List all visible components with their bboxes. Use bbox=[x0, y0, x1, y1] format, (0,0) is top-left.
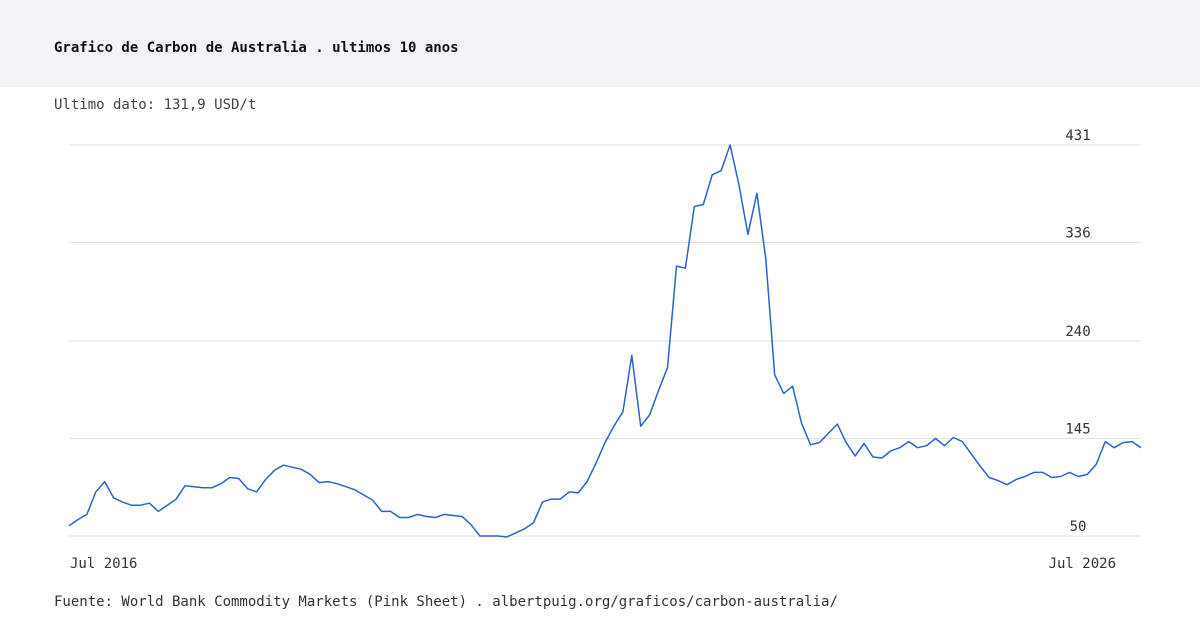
y-tick-label: 336 bbox=[1065, 225, 1090, 241]
x-tick-label-start: Jul 2016 bbox=[70, 556, 137, 572]
x-tick-label-end: Jul 2026 bbox=[1049, 556, 1116, 572]
series-line bbox=[68, 144, 1142, 538]
gridlines bbox=[69, 144, 1141, 537]
source-note: Fuente: World Bank Commodity Markets (Pi… bbox=[54, 594, 838, 610]
y-tick-label: 431 bbox=[1065, 128, 1090, 144]
series-layer bbox=[68, 144, 1142, 538]
x-axis-tick-labels: Jul 2016 Jul 2026 bbox=[70, 556, 1116, 572]
y-tick-label: 50 bbox=[1070, 519, 1087, 535]
page-title: Grafico de Carbon de Australia . ultimos… bbox=[54, 40, 459, 56]
y-tick-label: 145 bbox=[1065, 422, 1090, 438]
y-tick-label: 240 bbox=[1065, 324, 1090, 340]
y-axis-tick-labels: 50 145 240 336 431 bbox=[1065, 128, 1090, 535]
header-bar bbox=[0, 0, 1200, 87]
last-value-label: Ultimo dato: 131,9 USD/t bbox=[54, 97, 257, 113]
